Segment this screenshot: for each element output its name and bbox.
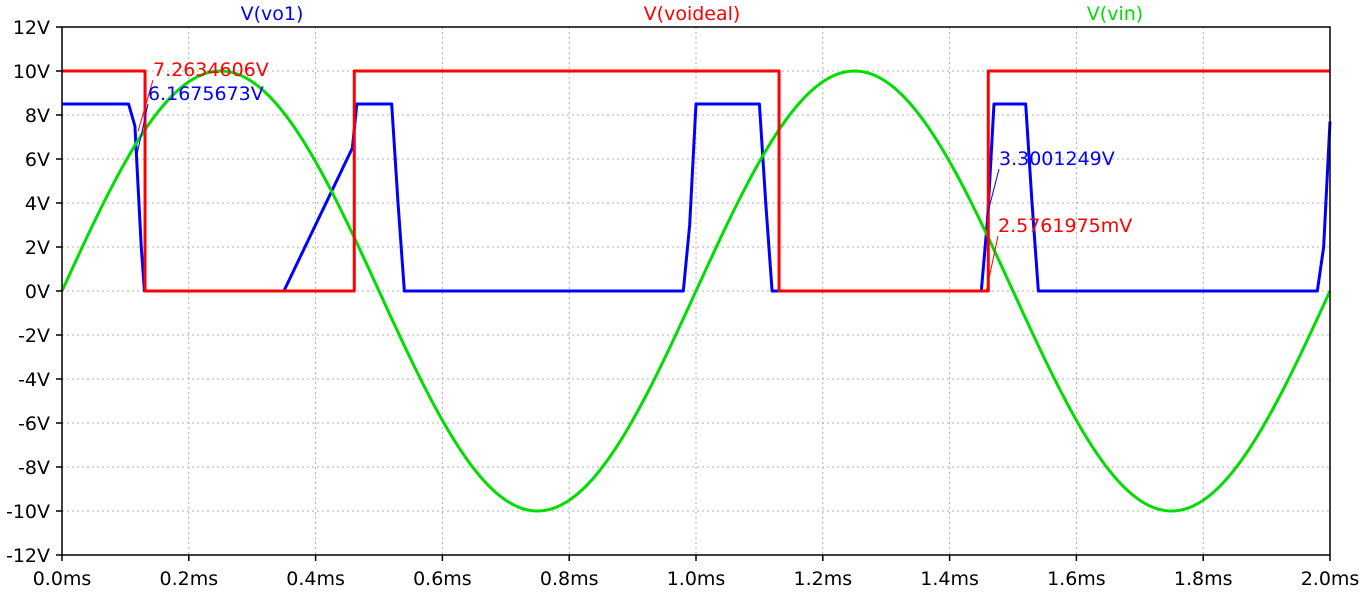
- x-tick-label: 2.0ms: [1301, 568, 1360, 590]
- cursor-leader-line: [136, 103, 149, 156]
- y-tick-label: 6V: [25, 149, 50, 171]
- x-tick-label: 1.2ms: [793, 568, 852, 590]
- y-tick-label: -10V: [6, 501, 50, 523]
- trace-v-vin: [60, 69, 1332, 513]
- cursor-value-label: 3.3001249V: [999, 148, 1115, 170]
- legend-entry[interactable]: V(vo1): [241, 3, 304, 25]
- x-tick-label: 1.0ms: [667, 568, 726, 590]
- x-axis-ticks: 0.0ms 0.2ms 0.4ms 0.6ms 0.8ms 1.0ms 1.2ms 1.4ms…: [33, 555, 1360, 590]
- y-tick-label: 8V: [25, 105, 50, 127]
- trace-v-voideal: [62, 69, 1330, 293]
- x-tick-label: 0.0ms: [33, 568, 92, 590]
- cursor-leader-line: [985, 235, 999, 292]
- cursor-value-label: 2.5761975mV: [998, 215, 1132, 237]
- y-tick-label: 4V: [25, 193, 50, 215]
- x-tick-label: 0.8ms: [540, 568, 599, 590]
- x-tick-label: 0.4ms: [286, 568, 345, 590]
- cursor-value-label: 6.1675673V: [148, 83, 264, 105]
- x-tick-label: 1.8ms: [1174, 568, 1233, 590]
- y-tick-label: -12V: [6, 545, 50, 567]
- cursor-leader-line: [985, 168, 1000, 219]
- x-tick-label: 1.6ms: [1047, 568, 1106, 590]
- y-tick-label: -6V: [18, 413, 50, 435]
- x-tick-label: 0.2ms: [159, 568, 218, 590]
- y-tick-label: -8V: [18, 457, 50, 479]
- legend: V(vo1) V(voideal) V(vin): [241, 3, 1144, 25]
- x-tick-label: 1.4ms: [920, 568, 979, 590]
- y-tick-label: 0V: [25, 281, 50, 303]
- x-tick-label: 0.6ms: [413, 568, 472, 590]
- y-tick-label: 2V: [25, 237, 50, 259]
- y-tick-label: 12V: [13, 17, 50, 39]
- y-tick-label: 10V: [13, 61, 50, 83]
- cursor-leader-line: [137, 79, 154, 132]
- grid: [62, 27, 1330, 555]
- legend-entry[interactable]: V(vin): [1087, 3, 1143, 25]
- y-tick-label: -2V: [18, 325, 50, 347]
- cursor-value-label: 7.2634606V: [153, 59, 269, 81]
- traces: [60, 69, 1332, 513]
- legend-entry[interactable]: V(voideal): [644, 3, 741, 25]
- y-tick-label: -4V: [18, 369, 50, 391]
- y-axis-ticks: 12V 10V 8V 6V 4V 2V 0V -2V -4V -6V -8V -10V -12V: [6, 17, 62, 567]
